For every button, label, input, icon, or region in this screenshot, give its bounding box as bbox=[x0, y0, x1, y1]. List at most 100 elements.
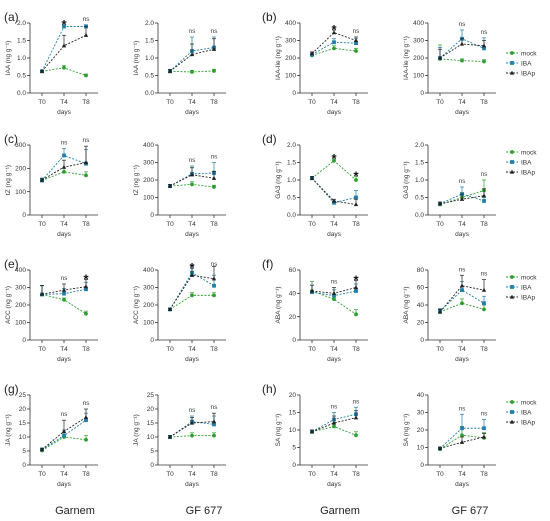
x-tick-label: T8 bbox=[82, 471, 90, 478]
chart-panel: (c) 0 100 200 300 T0 T4 T8 days tZ (ng g⁻¹) ns ns bbox=[4, 132, 98, 238]
y-tick-label: 20 bbox=[417, 427, 425, 434]
series-line bbox=[169, 48, 215, 72]
significance-ns: ns bbox=[481, 411, 489, 418]
x-tick-label: T0 bbox=[166, 346, 174, 353]
x-axis-title: days bbox=[185, 109, 199, 116]
y-tick-label: 15 bbox=[147, 420, 155, 427]
series-ibap bbox=[39, 279, 89, 296]
data-point bbox=[62, 65, 66, 70]
series-ibap bbox=[437, 38, 487, 60]
significance-ns: ns bbox=[61, 411, 69, 418]
series-ibap bbox=[39, 145, 89, 182]
x-tick-label: T0 bbox=[436, 471, 444, 478]
series-ibap bbox=[309, 175, 359, 207]
x-tick-label: T0 bbox=[436, 346, 444, 353]
y-tick-label: 1.5 bbox=[17, 38, 26, 45]
significance-ns: ns bbox=[211, 154, 219, 161]
data-point bbox=[482, 301, 486, 306]
data-point bbox=[460, 58, 464, 63]
data-point bbox=[62, 153, 66, 158]
y-tick-label: 2.0 bbox=[287, 142, 296, 149]
series-ibap bbox=[309, 410, 359, 434]
significance-ns: ns bbox=[481, 271, 489, 278]
cultivar-label: Garnem bbox=[55, 505, 95, 517]
y-tick-label: 400 bbox=[143, 267, 154, 274]
data-point bbox=[459, 283, 465, 288]
data-point bbox=[482, 199, 486, 203]
y-tick-label: 15 bbox=[289, 410, 297, 417]
legend-label: IBA bbox=[521, 284, 532, 291]
y-tick-label: 200 bbox=[143, 177, 154, 184]
y-tick-label: 0 bbox=[150, 212, 154, 219]
y-tick-label: 2.0 bbox=[145, 20, 154, 27]
y-tick-label: 25 bbox=[147, 392, 155, 399]
chart-panel: 0.0 0.5 1.0 1.5 2.0 T0 T4 T8 days GA3 (ng g⁻¹) ns n… bbox=[403, 142, 496, 238]
data-point bbox=[459, 439, 465, 444]
x-tick-label: T4 bbox=[188, 471, 196, 478]
significance-ns: ns bbox=[331, 279, 339, 286]
y-tick-label: 100 bbox=[15, 189, 26, 196]
legend: mock IBA IBAp bbox=[506, 50, 537, 77]
y-tick-label: 10 bbox=[289, 427, 297, 434]
data-point bbox=[189, 52, 195, 57]
series-line bbox=[41, 171, 87, 181]
data-point bbox=[354, 195, 358, 200]
x-axis-title: days bbox=[57, 109, 71, 116]
legend-label: mock bbox=[521, 149, 537, 156]
data-point bbox=[481, 434, 487, 439]
significance-star: * bbox=[353, 169, 359, 184]
y-tick-label: 20 bbox=[289, 314, 297, 321]
data-point bbox=[354, 312, 358, 317]
data-point bbox=[212, 185, 216, 189]
y-tick-label: 40 bbox=[417, 392, 425, 399]
chart-panel: 0 100 200 300 400 T0 T4 T8 days IAA-Ile (ng g⁻¹) n… bbox=[403, 20, 496, 116]
y-tick-label: 60 bbox=[417, 285, 425, 292]
y-tick-label: 0.0 bbox=[287, 212, 296, 219]
chart-panel: (h) 0 5 10 15 20 T0 T4 T8 days SA (ng g⁻¹) ns ns bbox=[262, 382, 368, 488]
y-axis-title: GA3 (ng g⁻¹) bbox=[275, 161, 282, 198]
data-point bbox=[332, 424, 336, 429]
significance-ns: ns bbox=[353, 398, 361, 405]
x-axis-title: days bbox=[185, 481, 199, 488]
data-point bbox=[437, 309, 443, 314]
data-point bbox=[84, 418, 88, 423]
x-tick-label: T8 bbox=[210, 471, 218, 478]
panel-label: (f) bbox=[262, 257, 273, 271]
y-tick-label: 0 bbox=[22, 337, 26, 344]
data-point bbox=[437, 201, 443, 206]
data-point bbox=[481, 193, 487, 198]
axes bbox=[29, 23, 98, 94]
x-tick-label: T0 bbox=[38, 346, 46, 353]
y-axis-title: ACC (ng g⁻¹) bbox=[5, 286, 12, 324]
y-tick-label: 100 bbox=[413, 73, 424, 80]
significance-ns: ns bbox=[83, 137, 91, 144]
panel-label: (e) bbox=[4, 257, 19, 271]
data-point bbox=[354, 289, 358, 293]
legend-label: IBA bbox=[521, 159, 532, 166]
x-axis-title: days bbox=[455, 231, 469, 238]
x-tick-label: T8 bbox=[480, 346, 488, 353]
data-point bbox=[167, 434, 173, 439]
significance-ns: ns bbox=[459, 178, 467, 185]
y-tick-label: 100 bbox=[285, 73, 296, 80]
y-tick-label: 1.0 bbox=[415, 177, 424, 184]
significance-ns: ns bbox=[481, 29, 489, 36]
significance-star: * bbox=[353, 273, 359, 288]
chart-panel: (d) 0.0 0.5 1.0 1.5 2.0 T0 T4 T8 days GA3 (ng g⁻¹)… bbox=[262, 132, 368, 238]
data-point bbox=[353, 285, 359, 290]
data-point bbox=[332, 46, 336, 51]
x-axis-title: days bbox=[327, 231, 341, 238]
y-axis-title: tZ (ng g⁻¹) bbox=[133, 165, 140, 195]
data-point bbox=[332, 158, 336, 163]
y-axis-title: IAA-Ile (ng g⁻¹) bbox=[403, 36, 410, 80]
y-tick-label: 400 bbox=[15, 267, 26, 274]
legend-marker bbox=[510, 400, 514, 404]
data-point bbox=[482, 307, 486, 312]
x-tick-label: T4 bbox=[330, 346, 338, 353]
series-line bbox=[41, 26, 86, 72]
legend-marker bbox=[510, 160, 514, 164]
data-point bbox=[354, 433, 358, 438]
y-tick-label: 0 bbox=[292, 462, 296, 469]
y-axis-title: SA (ng g⁻¹) bbox=[403, 414, 410, 447]
data-point bbox=[460, 301, 464, 306]
